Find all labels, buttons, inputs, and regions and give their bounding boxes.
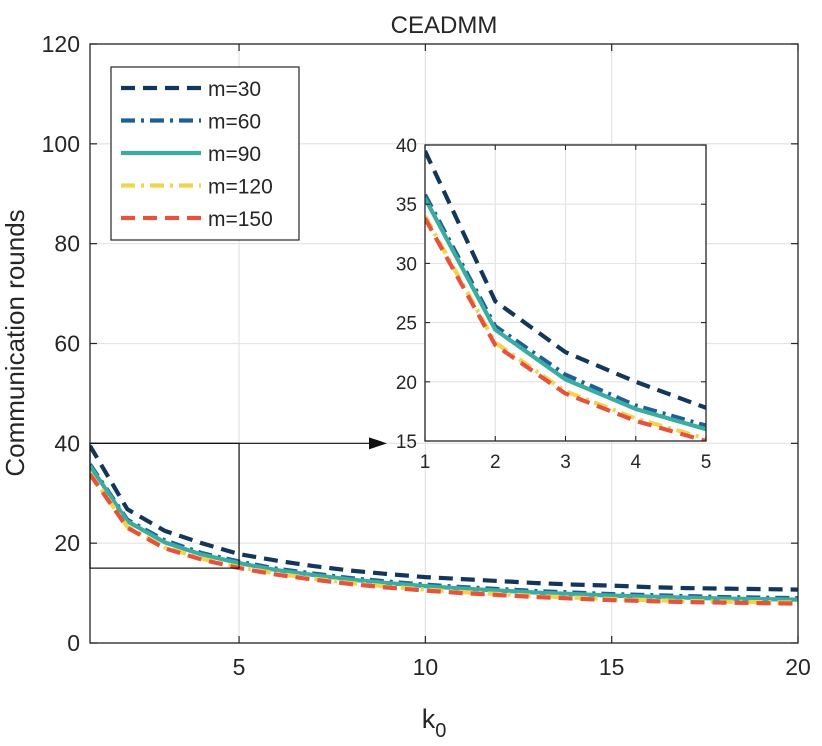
inset-plot-lines [425,150,706,441]
y-tick-label: 100 [42,131,80,157]
inset-y-tick-label: 25 [396,314,417,335]
series-line-m-90 [425,197,706,432]
series-line-m-150 [90,473,798,606]
inset-plot: 15 20 25 30 35 40 1 2 3 4 5 [396,136,711,473]
series-line-m-90 [90,464,798,602]
inset-y-tick-label: 20 [396,373,417,394]
zoom-indicator [89,437,387,569]
series-line-m-150 [425,217,706,441]
y-axis-label: Communication rounds [0,209,30,476]
y-tick-label: 40 [54,430,80,456]
series-line-m-120 [90,472,798,605]
x-axis-label-main: k [422,704,436,734]
inset-x-tick-label: 2 [490,452,501,473]
inset-axis-ticks: 15 20 25 30 35 40 1 2 3 4 5 [396,136,711,473]
legend-label: m=90 [208,143,261,166]
x-axis-label-subscript: 0 [435,720,446,742]
chart-title: CEADMM [391,12,498,39]
inset-x-tick-label: 5 [701,452,712,473]
zoom-arrow-head [369,437,387,450]
x-axis-label: k0 [422,704,447,742]
legend: m=30 m=60 m=90 m=120 m=150 [110,66,300,241]
y-tick-label: 120 [42,31,80,57]
legend-label: m=120 [208,176,273,199]
inset-y-tick-label: 35 [396,195,417,216]
inset-x-tick-label: 4 [630,452,641,473]
inset-x-tick-label: 3 [560,452,571,473]
x-tick-label: 10 [413,654,439,680]
y-tick-label: 0 [67,630,80,656]
legend-label: m=30 [208,78,261,101]
inset-x-tick-label: 1 [420,452,431,473]
x-tick-label: 5 [233,654,246,680]
series-line-m-30 [425,150,706,410]
x-tick-label: 15 [599,654,625,680]
x-tick-label: 20 [785,654,811,680]
legend-label: m=60 [208,111,261,134]
y-tick-label: 80 [54,231,80,257]
y-tick-label: 20 [54,530,80,556]
legend-label: m=150 [208,208,273,231]
main-plot-lines [90,444,798,606]
inset-y-tick-label: 30 [396,254,417,275]
inset-y-tick-label: 15 [396,432,417,453]
y-tick-label: 60 [54,331,80,357]
series-line-m-30 [90,444,798,592]
inset-y-tick-label: 40 [396,136,417,157]
